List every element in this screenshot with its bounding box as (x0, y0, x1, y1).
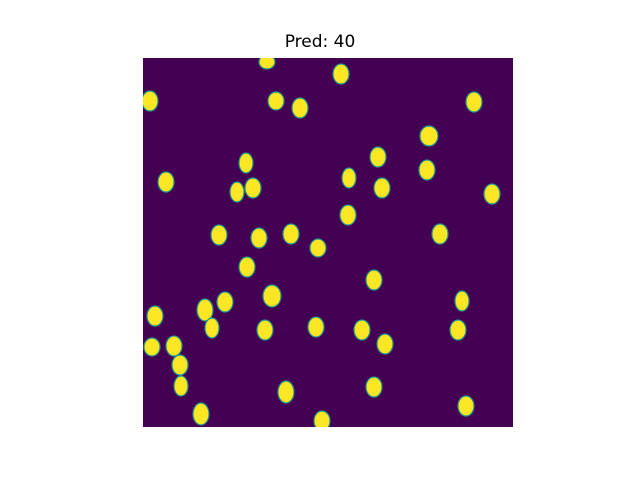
mask-blob (210, 224, 228, 246)
mask-blob (277, 380, 295, 404)
mask-blob (339, 204, 357, 226)
mask-blob (418, 159, 436, 181)
mask-blob (146, 305, 164, 327)
mask-blob (376, 333, 394, 355)
mask-blob (165, 335, 183, 357)
mask-blob (282, 223, 300, 245)
mask-blob (307, 316, 325, 338)
mask-blob (291, 97, 309, 119)
mask-blob (143, 90, 159, 112)
mask-blob (256, 319, 274, 341)
mask-blob (457, 395, 475, 417)
mask-blob (267, 91, 285, 111)
mask-blob (171, 354, 189, 376)
mask-blob (262, 284, 282, 308)
mask-blob (483, 183, 501, 205)
segmentation-mask-image (143, 58, 513, 427)
mask-blob (229, 181, 245, 203)
figure-title: Pred: 40 (284, 32, 356, 52)
mask-blob (157, 171, 175, 193)
mask-blob (173, 375, 189, 397)
mask-blob (419, 125, 439, 147)
mask-blob (143, 337, 161, 357)
mask-blob (238, 152, 254, 174)
mask-background (143, 58, 513, 427)
mask-blob (465, 91, 483, 113)
mask-blob (365, 269, 383, 291)
mask-blob (373, 177, 391, 199)
mask-blob (204, 317, 220, 339)
mask-blob (313, 410, 331, 427)
mask-blob (216, 291, 234, 313)
mask-blob (454, 290, 470, 312)
mask-blob (196, 298, 214, 322)
mask-blob (258, 58, 276, 70)
blob-layer (143, 58, 501, 427)
mask-blob (369, 146, 387, 168)
mask-blob (341, 167, 357, 189)
mask-blob (309, 238, 327, 258)
mask-blob (431, 223, 449, 245)
mask-blob (449, 319, 467, 341)
mask-blob (365, 376, 383, 398)
mask-blob (353, 319, 371, 341)
mask-blob (332, 63, 350, 85)
mask-blob (238, 256, 256, 278)
mask-blob (192, 402, 210, 426)
mask-blob (250, 227, 268, 249)
mask-blob (244, 177, 262, 199)
